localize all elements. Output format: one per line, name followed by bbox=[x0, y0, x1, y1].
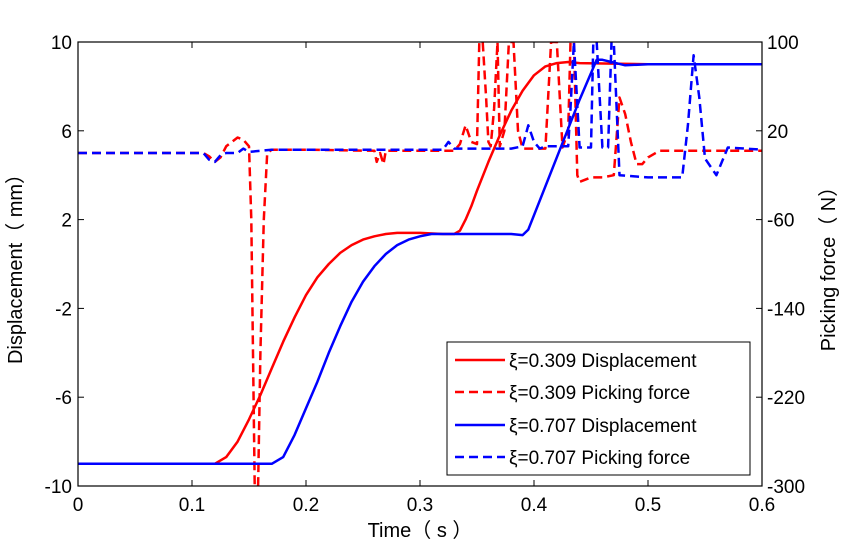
ticks-layer: 0 0.1 0.2 0.3 0.4 0.5 0.6 10 6 2 -2 -6 -10 100 20 -60 -1… bbox=[45, 33, 806, 516]
x-tick-label: 0 bbox=[73, 495, 84, 516]
y-left-tick-label: -10 bbox=[45, 477, 72, 498]
x-tick-label: 0.6 bbox=[749, 495, 775, 516]
legend: ξ=0.309 Displacement ξ=0.309 Picking for… bbox=[446, 341, 751, 476]
y-right-tick-label: -220 bbox=[767, 388, 805, 409]
legend-box bbox=[446, 341, 751, 476]
x-tick-label: 0.4 bbox=[521, 495, 548, 516]
y-axis-left-label: Displacement（ mm） bbox=[4, 164, 27, 364]
y-left-tick-label: 6 bbox=[61, 122, 72, 143]
legend-label-2: ξ=0.707 Displacement bbox=[509, 416, 697, 437]
y-left-tick-label: -2 bbox=[55, 299, 72, 320]
y-axis-right-label: Picking force（ N） bbox=[817, 177, 840, 352]
x-tick-label: 0.1 bbox=[179, 495, 205, 516]
legend-label-0: ξ=0.309 Displacement bbox=[509, 351, 697, 372]
series-layer bbox=[78, 42, 762, 486]
legend-label-3: ξ=0.707 Picking force bbox=[509, 448, 690, 469]
series-line-3 bbox=[78, 42, 762, 179]
x-tick-label: 0.3 bbox=[407, 495, 433, 516]
y-right-tick-label: -60 bbox=[767, 211, 794, 232]
y-left-tick-label: 10 bbox=[51, 33, 72, 54]
x-axis-label: Time（ s ） bbox=[368, 519, 473, 542]
y-left-tick-label: -6 bbox=[55, 388, 72, 409]
y-right-tick-label: 20 bbox=[767, 122, 788, 143]
series-line-0 bbox=[78, 60, 762, 466]
y-right-tick-label: -140 bbox=[767, 299, 805, 320]
series-line-1 bbox=[78, 42, 762, 486]
y-left-tick-label: 2 bbox=[61, 211, 72, 232]
series-line-2 bbox=[78, 58, 762, 466]
x-tick-label: 0.2 bbox=[293, 495, 319, 516]
y-right-tick-label: -300 bbox=[767, 477, 805, 498]
legend-label-1: ξ=0.309 Picking force bbox=[509, 383, 690, 404]
x-tick-label: 0.5 bbox=[635, 495, 661, 516]
y-right-tick-label: 100 bbox=[767, 33, 799, 54]
